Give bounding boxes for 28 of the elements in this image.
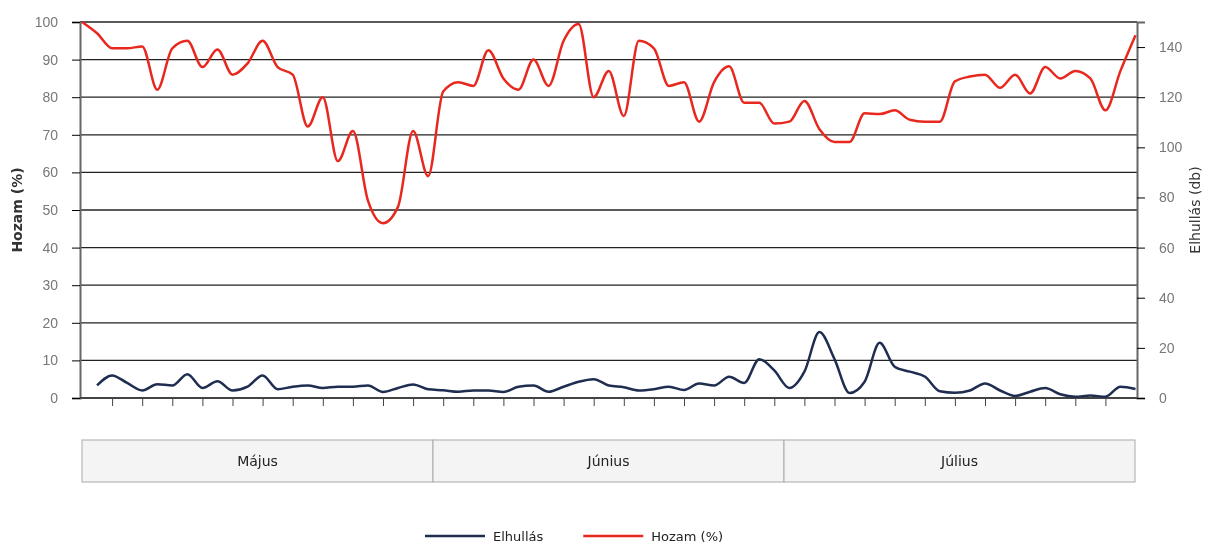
line-series bbox=[95, 330, 1137, 398]
y2-tick-label: 40 bbox=[1159, 289, 1175, 306]
legend-label: Hozam (%) bbox=[651, 529, 724, 544]
y-tick-label: 60 bbox=[42, 164, 59, 181]
y-tick-label: 20 bbox=[42, 314, 59, 331]
legend-label: Elhullás bbox=[493, 529, 544, 544]
y2-tick-label: 100 bbox=[1159, 139, 1183, 156]
y-tick-label: 90 bbox=[42, 51, 59, 68]
y-tick-label: 10 bbox=[42, 352, 59, 369]
y-tick-label: 70 bbox=[42, 126, 59, 143]
y-tick-label: 30 bbox=[42, 277, 59, 294]
y2-tick-label: 60 bbox=[1159, 239, 1175, 256]
y-tick-label: 0 bbox=[50, 389, 59, 406]
y2-tick-label: 0 bbox=[1159, 389, 1167, 406]
y-tick-label: 100 bbox=[34, 13, 59, 30]
line-series bbox=[80, 20, 1137, 225]
y2-tick-label: 120 bbox=[1159, 89, 1183, 106]
y2-axis-title: Elhullás (db) bbox=[1187, 166, 1203, 254]
y-tick-label: 40 bbox=[42, 239, 59, 256]
y-tick-label: 50 bbox=[42, 201, 59, 218]
y2-tick-label: 140 bbox=[1159, 39, 1183, 56]
text: Július bbox=[940, 453, 978, 469]
text: Május bbox=[237, 453, 278, 469]
y2-tick-label: 20 bbox=[1159, 339, 1175, 356]
text: Június bbox=[586, 453, 630, 469]
y-tick-label: 80 bbox=[42, 89, 59, 106]
y-axis-title: Hozam (%) bbox=[9, 167, 25, 253]
y2-tick-label: 80 bbox=[1159, 189, 1175, 206]
